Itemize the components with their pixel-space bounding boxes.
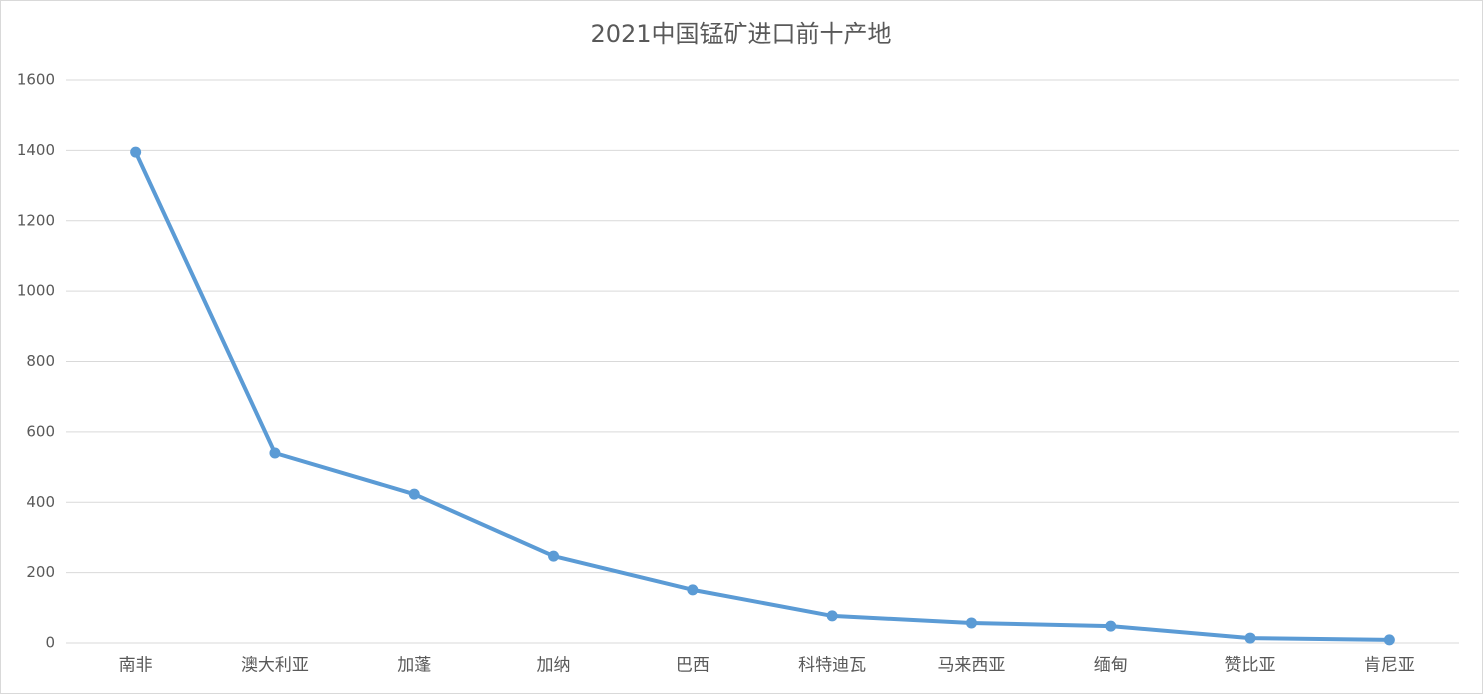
data-point (1105, 620, 1117, 632)
data-point (1383, 634, 1395, 646)
data-line (133, 151, 1390, 642)
data-point (269, 447, 281, 459)
y-tick-label: 800 (26, 352, 55, 370)
y-tick-label: 1000 (17, 282, 55, 300)
y-tick-label: 200 (26, 563, 55, 581)
data-point (130, 146, 142, 158)
y-tick-label: 600 (26, 422, 55, 440)
y-tick-label: 400 (26, 493, 55, 511)
x-tick-label: 科特迪瓦 (798, 656, 866, 676)
data-point (826, 610, 838, 622)
data-point (687, 584, 699, 596)
y-tick-label: 1600 (17, 71, 55, 89)
x-tick-label: 加蓬 (397, 656, 431, 676)
x-tick-label: 澳大利亚 (241, 656, 309, 676)
x-tick-label: 巴西 (676, 656, 710, 676)
y-tick-label: 1200 (17, 211, 55, 229)
data-point (408, 488, 420, 500)
x-tick-label: 南非 (119, 656, 153, 676)
x-tick-label: 加纳 (537, 656, 571, 676)
x-tick-label: 赞比亚 (1225, 656, 1276, 676)
y-tick-label: 1400 (17, 141, 55, 159)
data-point (1244, 632, 1256, 644)
x-tick-label: 缅甸 (1094, 656, 1128, 676)
x-tick-label: 肯尼亚 (1364, 656, 1415, 676)
data-point (965, 617, 977, 629)
chart-title: 2021中国锰矿进口前十产地 (590, 20, 891, 48)
data-point (548, 550, 560, 562)
x-tick-label: 马来西亚 (937, 656, 1005, 676)
y-tick-label: 0 (45, 634, 55, 652)
